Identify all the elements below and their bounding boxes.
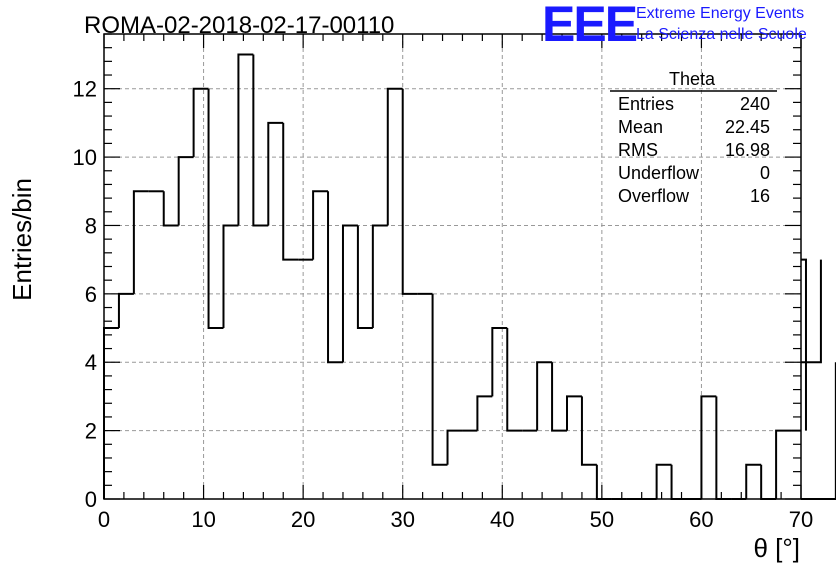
histogram-series <box>103 53 836 500</box>
eee-logo-mark: EEE <box>542 0 637 52</box>
histogram-bin <box>700 395 717 499</box>
axis-ticks <box>103 33 802 500</box>
histogram-bin <box>760 464 777 500</box>
x-tick-label: 20 <box>291 507 315 532</box>
histogram-bin <box>282 122 299 261</box>
eee-logo-line1: Extreme Energy Events <box>636 5 804 22</box>
stats-box: Theta Entries 240 Mean 22.45 RMS 16.98 Underfl… <box>610 69 777 206</box>
y-tick-label: 6 <box>85 282 97 307</box>
histogram-bin <box>222 224 239 329</box>
histogram-bin <box>103 327 119 499</box>
histogram-bin <box>252 54 269 227</box>
histogram-bin <box>341 224 358 363</box>
y-tick-label: 10 <box>73 145 97 170</box>
y-tick-label: 4 <box>85 350 97 375</box>
x-tick-label: 60 <box>689 507 713 532</box>
histogram-bin <box>491 327 508 397</box>
histogram-bin <box>775 429 792 499</box>
histogram-bin <box>177 156 194 226</box>
histogram-bin <box>312 190 329 260</box>
histogram-bin <box>551 362 568 432</box>
x-tick-labels: 0 10 20 30 40 50 60 70 <box>98 507 813 532</box>
histogram-bin <box>192 87 209 158</box>
histogram-bin <box>162 191 179 227</box>
y-tick-label: 8 <box>85 213 97 238</box>
histogram-bin <box>506 328 523 432</box>
histogram-bin <box>267 121 284 226</box>
stats-row-value: 240 <box>740 94 770 114</box>
histogram-bin <box>670 464 687 500</box>
histogram-bin <box>371 224 388 329</box>
y-tick-label: 12 <box>73 77 97 102</box>
stats-title: Theta <box>669 69 716 89</box>
x-tick-label: 50 <box>590 507 614 532</box>
eee-logo-line2: La Scienza nelle Scuole <box>636 26 807 43</box>
stats-row-label: RMS <box>618 140 658 160</box>
histogram-bin <box>801 259 822 364</box>
histogram-bin <box>132 190 149 294</box>
histogram-bin <box>117 292 134 329</box>
stats-row-value: 22.45 <box>725 117 770 137</box>
histogram-bin <box>327 191 343 364</box>
histogram-bin <box>715 396 732 500</box>
stats-row-label: Underflow <box>618 163 700 183</box>
histogram-bin <box>401 88 418 295</box>
histogram-bin <box>801 258 807 431</box>
histogram-bin <box>431 293 448 466</box>
stats-row-label: Mean <box>618 117 663 137</box>
y-tick-labels: 0 2 4 6 8 10 12 <box>73 77 97 512</box>
histogram-bin <box>536 361 553 431</box>
histogram-bin <box>580 396 597 466</box>
y-tick-label: 2 <box>85 419 97 444</box>
histogram-bin <box>207 88 224 330</box>
histogram-bin <box>566 395 582 431</box>
histogram-bin <box>595 464 612 500</box>
x-tick-label: 30 <box>390 507 414 532</box>
y-axis-title: Entries/bin <box>7 178 37 301</box>
stats-row-value: 0 <box>760 163 770 183</box>
histogram-bin <box>356 225 373 330</box>
histogram-bin <box>237 53 254 226</box>
stats-rows: Entries 240 Mean 22.45 RMS 16.98 Underflow 0 Ove… <box>618 94 770 206</box>
histogram-bin <box>655 463 672 499</box>
x-tick-label: 10 <box>191 507 215 532</box>
x-tick-label: 70 <box>789 507 813 532</box>
stats-row-label: Entries <box>618 94 674 114</box>
stats-row-label: Overflow <box>618 186 690 206</box>
plot-title: ROMA-02-2018-02-17-00110 <box>84 12 394 39</box>
histogram-bin <box>476 395 493 431</box>
x-tick-label: 0 <box>98 507 110 532</box>
histogram-bin <box>745 463 762 499</box>
histogram-bin <box>446 429 463 465</box>
x-axis-title: θ [°] <box>753 533 800 563</box>
histogram-bin <box>386 87 403 226</box>
eee-logo: EEE Extreme Energy Events La Scienza nel… <box>542 0 807 52</box>
x-tick-label: 40 <box>490 507 514 532</box>
y-tick-label: 0 <box>85 487 97 512</box>
stats-row-value: 16 <box>750 186 770 206</box>
stats-row-value: 16.98 <box>725 140 770 160</box>
